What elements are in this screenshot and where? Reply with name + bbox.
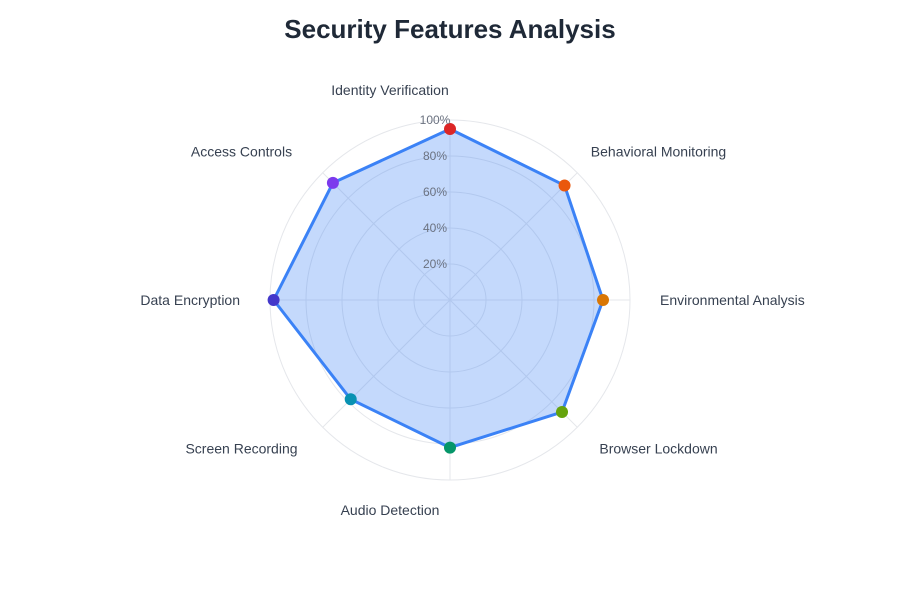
radial-tick-labels: 20% 40% 60% 80% 100% bbox=[420, 113, 451, 271]
data-point[interactable] bbox=[556, 406, 569, 419]
grid-spoke bbox=[449, 172, 578, 301]
radar-series bbox=[272, 127, 605, 450]
axis-label: Behavioral Monitoring bbox=[591, 144, 726, 160]
data-point[interactable] bbox=[558, 179, 571, 192]
axis-label: Access Controls bbox=[191, 144, 292, 160]
tick-label: 60% bbox=[423, 185, 447, 199]
axis-label: Screen Recording bbox=[185, 441, 297, 457]
axis-label: Data Encryption bbox=[140, 292, 240, 308]
axis-label: Identity Verification bbox=[331, 82, 449, 98]
axis-labels: Identity Verification Behavioral Monitori… bbox=[140, 82, 804, 518]
chart-title: Security Features Analysis bbox=[284, 14, 616, 44]
tick-label: 20% bbox=[423, 257, 447, 271]
tick-label: 100% bbox=[420, 113, 451, 127]
axis-label: Environmental Analysis bbox=[660, 292, 805, 308]
grid-spoke bbox=[449, 299, 578, 428]
data-point[interactable] bbox=[267, 294, 280, 306]
data-point[interactable] bbox=[326, 176, 339, 189]
data-point[interactable] bbox=[344, 393, 357, 406]
grid-spoke bbox=[322, 172, 451, 301]
series-area bbox=[272, 127, 605, 450]
radar-points bbox=[267, 123, 609, 454]
axis-label: Audio Detection bbox=[341, 502, 440, 518]
tick-label: 40% bbox=[423, 221, 447, 235]
grid-spoke bbox=[322, 299, 451, 428]
data-point[interactable] bbox=[444, 123, 456, 135]
axis-label: Browser Lockdown bbox=[599, 441, 717, 457]
data-point[interactable] bbox=[444, 441, 456, 454]
data-point[interactable] bbox=[597, 294, 609, 306]
tick-label: 80% bbox=[423, 149, 447, 163]
